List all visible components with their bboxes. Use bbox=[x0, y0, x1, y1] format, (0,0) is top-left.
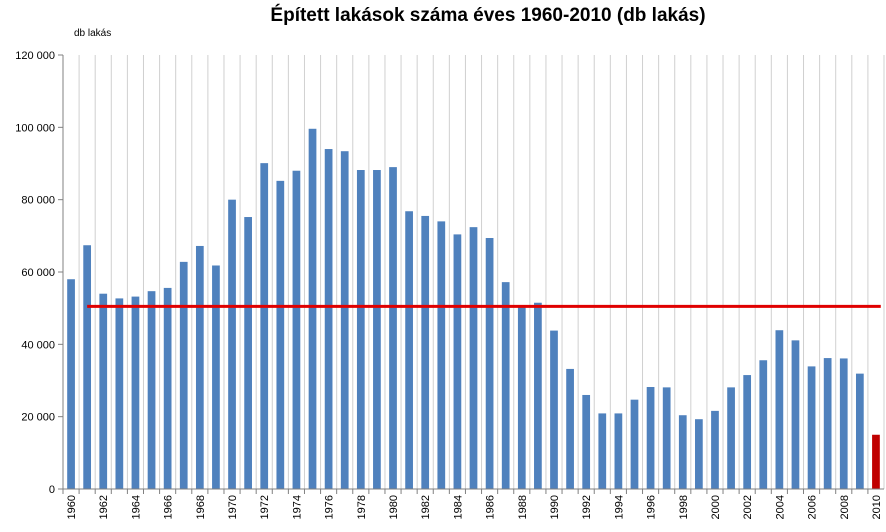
x-tick-label: 1982 bbox=[420, 495, 432, 519]
bar-1986 bbox=[485, 238, 494, 489]
bar-1994 bbox=[614, 413, 623, 489]
bar-1964 bbox=[131, 296, 140, 489]
x-tick-label: 1972 bbox=[259, 495, 271, 519]
bar-1989 bbox=[534, 302, 542, 489]
y-tick-label: 60 000 bbox=[21, 267, 55, 279]
bar-2003 bbox=[759, 360, 768, 489]
bar-1960 bbox=[67, 279, 75, 489]
bar-1975 bbox=[308, 128, 317, 489]
grid-lines bbox=[62, 55, 885, 489]
bar-2009 bbox=[855, 373, 864, 489]
bar-1977 bbox=[340, 151, 349, 489]
bar-1969 bbox=[212, 265, 220, 489]
x-tick-label: 1984 bbox=[452, 495, 464, 519]
bar-2000 bbox=[711, 410, 719, 489]
x-tick-label: 1986 bbox=[485, 495, 497, 519]
bar-1970 bbox=[228, 199, 236, 490]
bar-1978 bbox=[356, 170, 365, 489]
chart-title: Épített lakások száma éves 1960-2010 (db… bbox=[270, 5, 706, 26]
x-tick-label: 1960 bbox=[66, 495, 78, 519]
bar-1972 bbox=[260, 163, 269, 489]
bar-1988 bbox=[517, 306, 526, 489]
y-tick-label: 0 bbox=[49, 484, 55, 496]
x-tick-label: 1976 bbox=[324, 495, 336, 519]
x-tick-label: 1964 bbox=[130, 495, 142, 519]
x-tick-label: 2008 bbox=[839, 495, 851, 519]
x-tick-label: 1978 bbox=[356, 495, 368, 519]
y-tick-label: 80 000 bbox=[21, 195, 55, 207]
x-tick-label: 1970 bbox=[227, 495, 239, 519]
bar-1971 bbox=[244, 217, 252, 489]
bar-1963 bbox=[115, 298, 124, 489]
y-tick-labels: 0 20 000 40 000 60 000 80 000 100 000 120 000 bbox=[15, 50, 63, 496]
bar-1968 bbox=[195, 245, 204, 489]
bar-1990 bbox=[550, 330, 558, 489]
bar-1981 bbox=[405, 211, 413, 490]
bar-1995 bbox=[630, 399, 639, 489]
bar-2010 bbox=[872, 434, 880, 489]
bar-1984 bbox=[453, 234, 462, 489]
bar-1997 bbox=[662, 387, 671, 489]
bar-2001 bbox=[727, 387, 735, 489]
bar-1974 bbox=[292, 170, 301, 490]
bar-2005 bbox=[791, 340, 800, 489]
bar-1966 bbox=[163, 287, 172, 489]
x-tick-label: 1994 bbox=[613, 495, 625, 519]
x-tick-label: 1990 bbox=[549, 495, 561, 519]
x-tick-label: 2004 bbox=[774, 495, 786, 519]
y-tick-label: 40 000 bbox=[21, 339, 55, 351]
bar-1998 bbox=[678, 415, 687, 489]
x-tick-label: 1974 bbox=[291, 495, 303, 519]
bar-1996 bbox=[646, 387, 655, 489]
x-tick-label: 1996 bbox=[646, 495, 658, 519]
bar-1973 bbox=[276, 180, 285, 490]
bar-1991 bbox=[566, 368, 574, 489]
bar-1999 bbox=[695, 419, 703, 489]
bar-1962 bbox=[99, 293, 108, 489]
bar-1987 bbox=[501, 282, 510, 489]
x-tick-label: 1968 bbox=[195, 495, 207, 519]
y-tick-label: 100 000 bbox=[15, 122, 55, 134]
bar-1985 bbox=[469, 227, 478, 489]
bar-2008 bbox=[839, 358, 848, 489]
bar-2006 bbox=[807, 366, 816, 489]
bar-2007 bbox=[823, 358, 832, 489]
bars bbox=[67, 128, 880, 490]
y-tick-label: 20 000 bbox=[21, 412, 55, 424]
bar-1993 bbox=[598, 413, 607, 489]
bar-1983 bbox=[437, 221, 446, 489]
bar-1979 bbox=[373, 170, 381, 489]
bar-1965 bbox=[147, 291, 156, 489]
bar-1992 bbox=[582, 394, 591, 489]
x-tick-label: 1988 bbox=[517, 495, 529, 519]
x-tick-label: 1992 bbox=[581, 495, 593, 519]
bar-1967 bbox=[179, 261, 188, 489]
x-tick-label: 1998 bbox=[678, 495, 690, 519]
y-tick-label: 120 000 bbox=[15, 50, 55, 62]
bar-1980 bbox=[389, 167, 397, 489]
x-tick-label: 1962 bbox=[98, 495, 110, 519]
x-tick-labels: 1960 1962 1964 1966 1968 1970 1972 1974 1976 1978… bbox=[62, 489, 883, 519]
bar-1976 bbox=[324, 149, 333, 489]
x-tick-label: 1980 bbox=[388, 495, 400, 519]
x-tick-label: 2002 bbox=[742, 495, 754, 519]
bar-2002 bbox=[743, 375, 752, 489]
x-tick-label: 2006 bbox=[807, 495, 819, 519]
bar-2004 bbox=[775, 330, 784, 489]
bar-1961 bbox=[83, 245, 92, 489]
bar-1982 bbox=[421, 215, 430, 489]
x-tick-label: 1966 bbox=[163, 495, 175, 519]
y-axis-label: db lakás bbox=[74, 28, 112, 39]
x-tick-label: 2000 bbox=[710, 495, 722, 519]
x-tick-label: 2010 bbox=[871, 495, 883, 519]
